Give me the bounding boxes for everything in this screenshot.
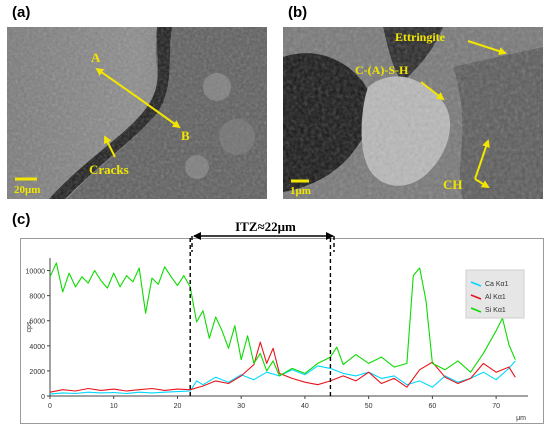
arrow-to-b [136, 96, 181, 129]
x-tick-label: 60 [429, 403, 437, 410]
x-tick-label: 40 [301, 403, 309, 410]
arrow-to-csh [420, 81, 445, 101]
itz-bracket [191, 232, 335, 252]
x-axis-label: μm [516, 415, 526, 422]
arrow-to-cracks [104, 135, 116, 158]
arrow-to-ettringite [467, 40, 507, 55]
sem-image-a: A B Cracks 20μm [7, 27, 267, 199]
label-ch: CH [443, 177, 463, 192]
label-ettringite: Ettringite [395, 30, 446, 44]
label-cracks: Cracks [89, 162, 129, 177]
series-line-al [49, 341, 516, 393]
legend-entry: Ca Kα1 [485, 281, 509, 288]
x-tick-label: 20 [174, 403, 182, 410]
x-tick-label: 30 [237, 403, 245, 410]
chart-svg: 0 2000 4000 6000 8000 10000 0 10 20 30 40 50 60 70 cps… [20, 238, 544, 424]
itz-width-label: ITZ≈22μm [235, 219, 296, 234]
legend-entry: Al Kα1 [485, 294, 506, 301]
y-tick-label: 4000 [29, 344, 45, 351]
panel-c-label: (c) [12, 211, 31, 228]
legend-swatch [470, 307, 482, 313]
label-point-b: B [181, 128, 190, 143]
y-tick-label: 10000 [26, 269, 46, 276]
sem-image-a-drawing [7, 27, 267, 199]
arrow-to-ch-upper [474, 139, 490, 180]
label-point-a: A [91, 50, 101, 65]
sem-a-annotations: A B Cracks 20μm [14, 50, 190, 196]
sem-image-b-drawing [283, 27, 543, 199]
sem-image-b: Ettringite C-(A)-S-H CH 1μm [283, 27, 543, 199]
edx-line-scan-chart: 0 2000 4000 6000 8000 10000 0 10 20 30 40 50 60 70 cps… [20, 238, 544, 424]
x-tick-label: 70 [492, 403, 500, 410]
y-tick-label: 6000 [29, 319, 45, 326]
x-tick-label: 10 [110, 403, 118, 410]
scale-bar-a-label: 20μm [14, 184, 40, 196]
scale-bar-b-label: 1μm [290, 185, 311, 197]
arrow-to-ch-lower [474, 178, 490, 189]
sem-b-annotations: Ettringite C-(A)-S-H CH 1μm [290, 30, 507, 197]
arrow-to-a [95, 67, 138, 98]
y-tick-label: 0 [41, 394, 45, 401]
series-line-si [49, 262, 516, 377]
label-csh: C-(A)-S-H [355, 63, 409, 77]
x-tick-label: 0 [48, 403, 52, 410]
legend-swatch [470, 294, 482, 300]
legend-entry: Si Kα1 [485, 307, 506, 314]
y-tick-label: 8000 [29, 294, 45, 301]
x-tick-label: 50 [365, 403, 373, 410]
y-axis-label: cps [26, 321, 33, 332]
panel-a-label: (a) [12, 4, 31, 21]
legend-swatch [470, 281, 482, 287]
y-tick-label: 2000 [29, 369, 45, 376]
panel-b-label: (b) [288, 4, 308, 21]
